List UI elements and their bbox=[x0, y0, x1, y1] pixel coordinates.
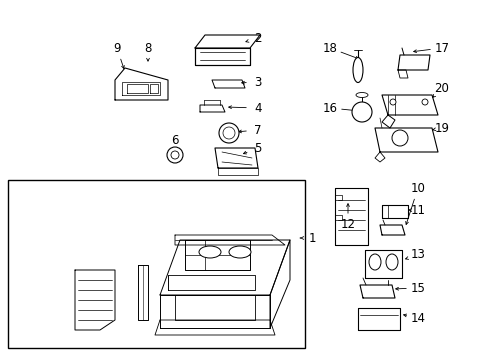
Ellipse shape bbox=[228, 246, 250, 258]
Circle shape bbox=[421, 99, 427, 105]
Text: 17: 17 bbox=[434, 41, 448, 54]
Text: 2: 2 bbox=[254, 31, 261, 45]
Circle shape bbox=[167, 147, 183, 163]
Text: 11: 11 bbox=[409, 203, 425, 216]
Ellipse shape bbox=[199, 246, 221, 258]
Ellipse shape bbox=[355, 93, 367, 98]
Ellipse shape bbox=[352, 58, 362, 82]
Text: 16: 16 bbox=[322, 102, 337, 114]
Text: 20: 20 bbox=[434, 81, 448, 94]
Circle shape bbox=[171, 151, 179, 159]
Bar bbox=[8, 180, 305, 348]
Text: 15: 15 bbox=[410, 282, 425, 294]
Text: 10: 10 bbox=[410, 181, 425, 194]
Text: 4: 4 bbox=[254, 102, 261, 114]
Circle shape bbox=[391, 130, 407, 146]
Circle shape bbox=[351, 102, 371, 122]
Ellipse shape bbox=[368, 254, 380, 270]
Text: 14: 14 bbox=[409, 311, 425, 324]
Text: 5: 5 bbox=[254, 141, 261, 154]
Circle shape bbox=[219, 123, 239, 143]
Text: 8: 8 bbox=[144, 41, 151, 54]
Text: 6: 6 bbox=[171, 134, 179, 147]
Text: 13: 13 bbox=[410, 248, 425, 261]
Text: 3: 3 bbox=[254, 76, 261, 89]
Text: 18: 18 bbox=[322, 41, 337, 54]
Text: 19: 19 bbox=[434, 122, 448, 135]
Text: 7: 7 bbox=[254, 123, 261, 136]
Circle shape bbox=[223, 127, 235, 139]
Text: 12: 12 bbox=[340, 219, 355, 231]
Text: 9: 9 bbox=[113, 41, 121, 54]
Ellipse shape bbox=[385, 254, 397, 270]
Circle shape bbox=[389, 99, 395, 105]
Text: 1: 1 bbox=[307, 231, 315, 244]
